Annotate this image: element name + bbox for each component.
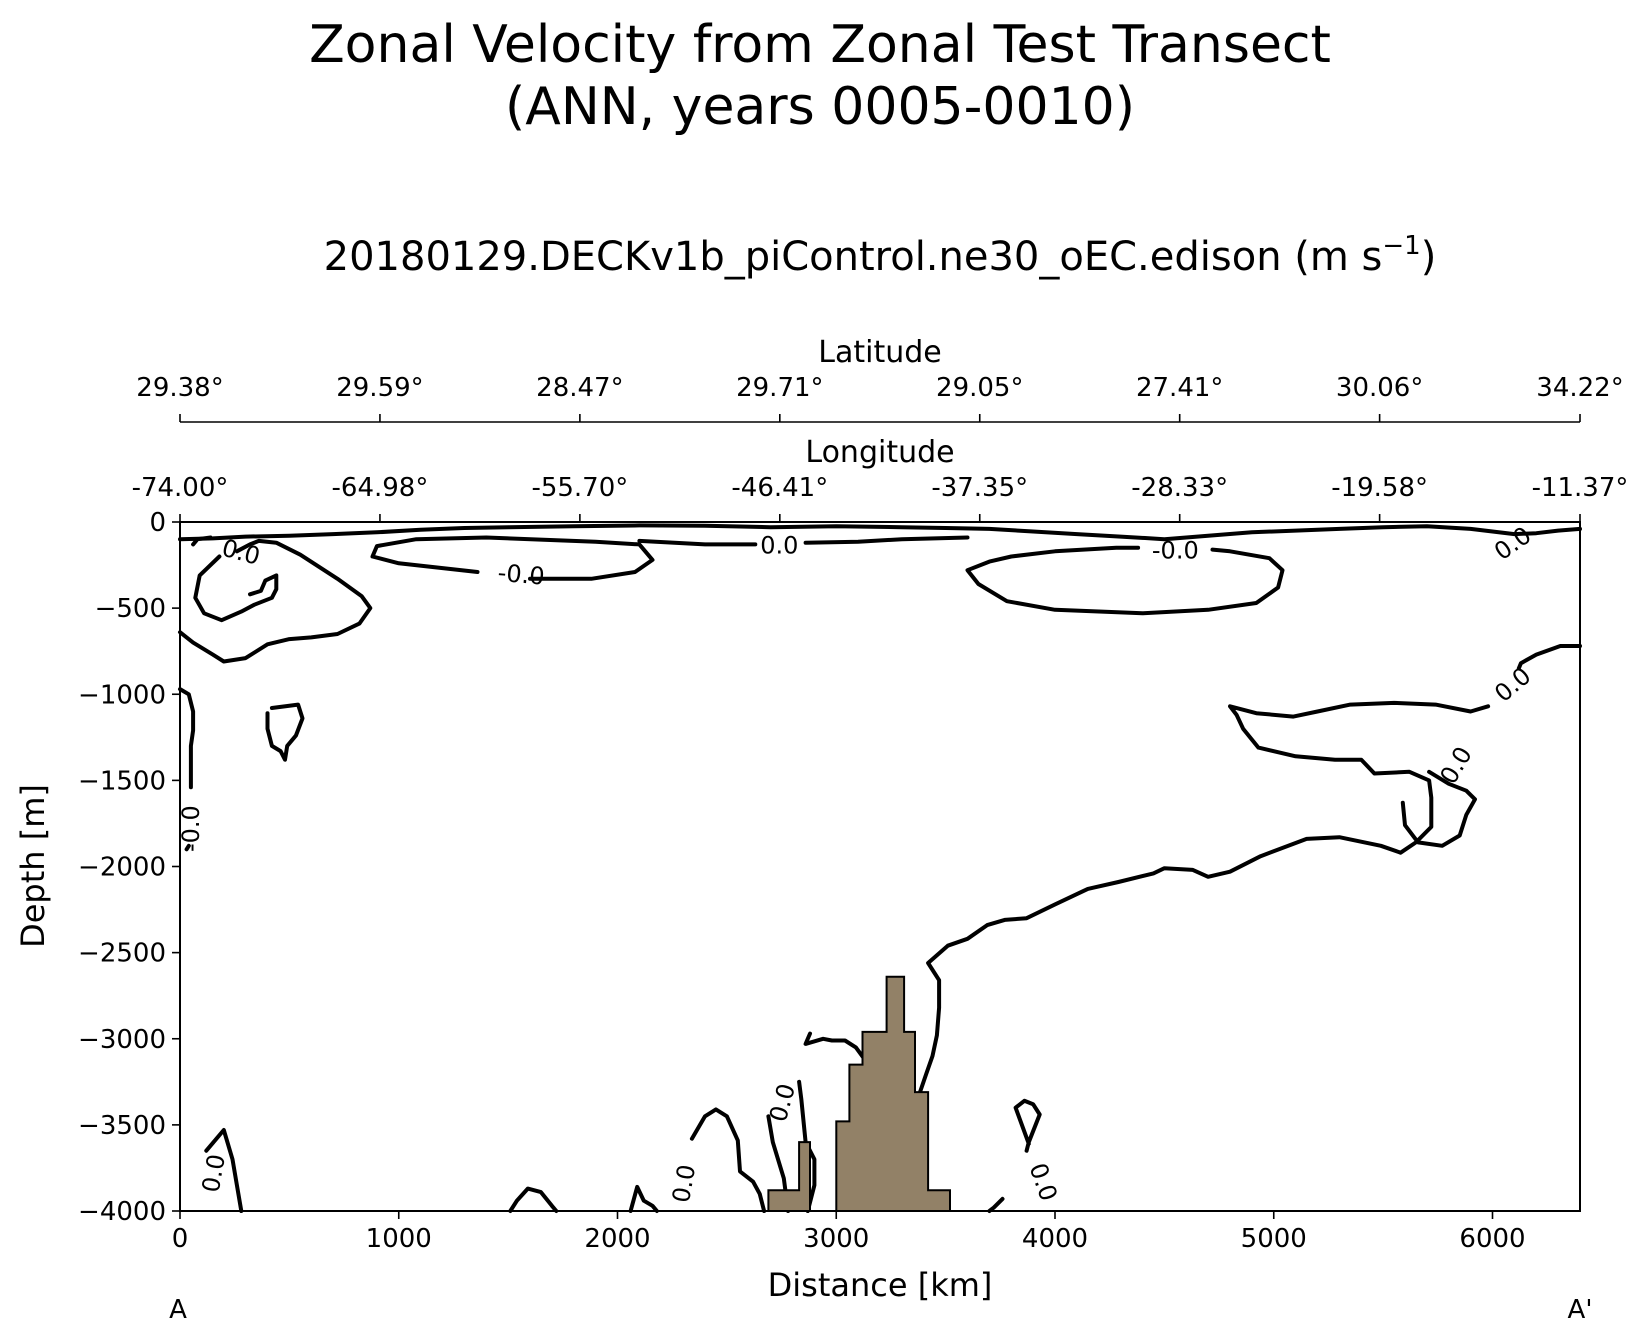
longitude-tick-label: -28.33° — [1131, 473, 1228, 503]
y-tick-label: −2000 — [78, 853, 166, 883]
suptitle-line-2: (ANN, years 0005-0010) — [505, 77, 1135, 137]
y-tick-label: −2500 — [78, 939, 166, 969]
x-tick-label: 5000 — [1241, 1224, 1307, 1254]
x-tick-label: 6000 — [1459, 1224, 1525, 1254]
contour-line-15 — [508, 1186, 559, 1213]
contour-line-6 — [803, 535, 970, 545]
x-tick-label: 3000 — [803, 1224, 869, 1254]
y-tick-label: −500 — [95, 594, 166, 624]
x-tick-label: 0 — [172, 1224, 189, 1254]
contour-line-10 — [265, 702, 305, 762]
contour-line-1 — [178, 538, 373, 664]
longitude-tick-label: -55.70° — [531, 473, 628, 503]
latitude-tick-label: 29.71° — [736, 373, 823, 403]
y-tick-label: −1500 — [78, 766, 166, 796]
contour-line-9 — [184, 843, 191, 852]
x-tick-label: 4000 — [1022, 1224, 1088, 1254]
contour-line-21 — [987, 1196, 1005, 1213]
contour-line-8 — [178, 687, 196, 790]
contour-line-7 — [965, 545, 1285, 616]
contour-label: -0.0 — [1152, 537, 1199, 565]
y-tick-label: −1000 — [78, 680, 166, 710]
endpoint-label-start: A — [169, 1295, 187, 1325]
x-axis-label: Distance [km] — [768, 1266, 993, 1304]
y-tick-label: −3000 — [78, 1025, 166, 1055]
axes-title-superscript: −1 — [1382, 231, 1420, 261]
y-axis-label: Depth [m] — [14, 784, 52, 948]
latitude-tick-label: 29.38° — [136, 373, 223, 403]
longitude-axis-label: Longitude — [805, 435, 954, 470]
x-tick-label: 1000 — [366, 1224, 432, 1254]
x-tick-label: 2000 — [584, 1224, 650, 1254]
longitude-tick-label: -19.58° — [1331, 473, 1428, 503]
land-profile — [767, 975, 951, 1212]
contour-line-14 — [204, 1128, 244, 1213]
axes-title-suffix: ) — [1421, 234, 1437, 280]
contour-line-11 — [1516, 644, 1582, 671]
longitude-tick-label: -37.35° — [931, 473, 1028, 503]
y-tick-label: −3500 — [78, 1111, 166, 1141]
y-axis-ticks: 0 −500 −1000 −1500 −2000 −2500 −3000 −3500 −4000 — [78, 508, 180, 1227]
longitude-tick-label: -46.41° — [731, 473, 828, 503]
longitude-tick-label: -11.37° — [1532, 473, 1629, 503]
contour-line-20 — [803, 1031, 867, 1062]
contour-line-12 — [917, 700, 1491, 1096]
contour-line-3 — [193, 554, 279, 623]
latitude-tick-label: 29.59° — [336, 373, 423, 403]
contour-label: -0.0 — [497, 559, 546, 591]
contour-line-5 — [637, 538, 758, 547]
contour-line-22 — [1013, 1098, 1042, 1153]
latitude-tick-label: 28.47° — [536, 373, 623, 403]
y-tick-label: 0 — [149, 508, 166, 538]
contour-line-2 — [191, 535, 213, 547]
axes-title: 20180129.DECKv1b_piControl.ne30_oEC.edis… — [324, 231, 1437, 280]
longitude-tick-label: -74.00° — [132, 473, 229, 503]
latitude-axis-label: Latitude — [818, 335, 941, 370]
latitude-tick-label: 34.22° — [1536, 373, 1623, 403]
latitude-tick-label: 30.06° — [1336, 373, 1423, 403]
contour-line-17 — [689, 1107, 767, 1213]
endpoint-label-end: A' — [1568, 1295, 1593, 1325]
contour-label: -0.0 — [177, 805, 205, 852]
longitude-tick-label: -64.98° — [332, 473, 429, 503]
plot-area: 0.0-0.00.0 -0.0 0.00.00.0-0.00.0 0.00.00.0 — [177, 521, 1582, 1213]
latitude-tick-label: 29.05° — [936, 373, 1023, 403]
contour-line-0 — [178, 523, 1582, 542]
latitude-ticks: 29.38° 29.59° 28.47° 29.71° 29.05° 27.41° 30.0… — [136, 373, 1624, 422]
suptitle-line-1: Zonal Velocity from Zonal Test Transect — [309, 15, 1331, 75]
y-tick-label: −4000 — [78, 1197, 166, 1227]
contour-label: 0.0 — [667, 1162, 701, 1204]
contour-line-13 — [1400, 769, 1477, 848]
contour-line-4 — [370, 535, 655, 581]
longitude-ticks: -74.00° -64.98° -55.70° -46.41° -37.35° -28.3… — [132, 473, 1629, 522]
latitude-tick-label: 27.41° — [1136, 373, 1223, 403]
contour-label: 0.0 — [197, 1152, 231, 1194]
contour-line-16 — [628, 1184, 659, 1213]
contour-label: 0.0 — [760, 531, 798, 559]
x-axis-ticks: 0 1000 2000 3000 4000 5000 6000 — [172, 1211, 1526, 1254]
